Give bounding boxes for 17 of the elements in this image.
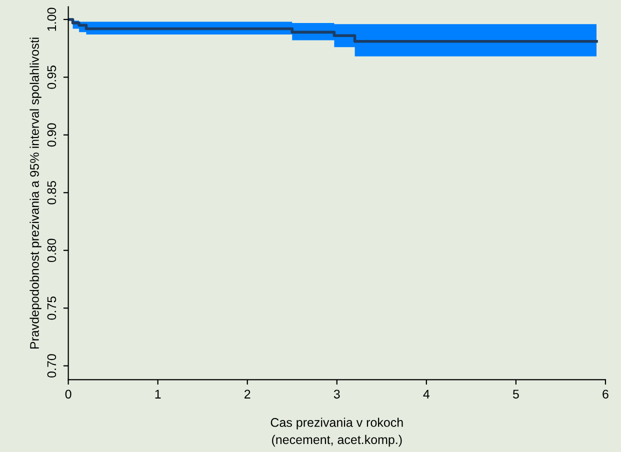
text: (necement, acet.komp.) bbox=[272, 434, 402, 447]
y-tick-label: 1.00 bbox=[47, 8, 56, 31]
x-tick-label: 2 bbox=[244, 390, 250, 398]
y-tick-label: 0.95 bbox=[47, 66, 56, 89]
x-axis-title: Cas prezivania v rokoch bbox=[270, 418, 403, 430]
y-axis-title: Pravdepodobnost prezivania a 95% interval spolahlivosti bbox=[30, 38, 42, 349]
y-tick-label: 0.80 bbox=[47, 238, 56, 262]
x-tick-label: 0 bbox=[65, 390, 72, 399]
x-tick-label: 5 bbox=[512, 390, 519, 399]
x-tick-label: 1 bbox=[155, 390, 161, 398]
y-tick-label: 0.75 bbox=[47, 296, 56, 320]
x-tick-label: 4 bbox=[423, 390, 430, 398]
x-tick-label: 3 bbox=[334, 390, 340, 399]
y-tick-label: 0.85 bbox=[47, 181, 56, 204]
x-tick-label: 6 bbox=[602, 390, 608, 399]
y-tick-label: 0.70 bbox=[47, 354, 56, 378]
y-tick-label: 0.90 bbox=[47, 123, 56, 147]
